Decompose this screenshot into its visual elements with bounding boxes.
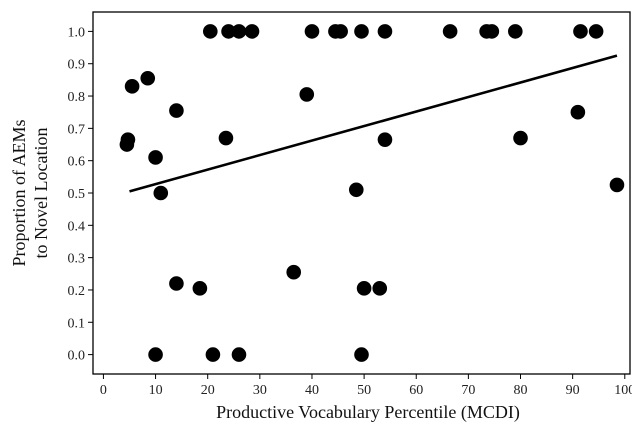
- x-tick-label: 50: [357, 383, 371, 398]
- data-point-25: [354, 347, 369, 362]
- data-point-30: [442, 24, 458, 39]
- data-point-28: [377, 24, 393, 39]
- data-point-15: [231, 24, 247, 39]
- data-point-12: [205, 347, 221, 362]
- y-axis-title-group: Proportion of AEMs to Novel Location: [9, 119, 51, 266]
- y-tick-label: 0.2: [68, 284, 86, 299]
- y-tick-label: 1.0: [68, 25, 86, 40]
- x-tick-label: 70: [461, 383, 475, 398]
- x-tick-label: 90: [566, 383, 580, 398]
- data-point-9: [169, 276, 184, 291]
- y-tick-label: 0.3: [68, 252, 86, 267]
- data-point-33: [508, 24, 523, 39]
- data-point-35: [570, 104, 586, 120]
- data-point-26: [356, 281, 372, 296]
- data-point-14: [221, 24, 236, 39]
- data-point-34: [513, 130, 528, 146]
- y-tick-label: 0.1: [68, 316, 86, 331]
- plot-layer: [119, 24, 625, 362]
- data-point-10: [192, 281, 208, 296]
- data-point-18: [286, 264, 302, 280]
- data-point-17: [244, 24, 260, 39]
- x-tick-label: 40: [305, 383, 319, 398]
- data-point-32: [484, 24, 500, 39]
- y-tick-label: 0.0: [68, 349, 86, 364]
- y-tick-label: 0.9: [68, 58, 86, 73]
- x-tick-label: 10: [149, 383, 163, 398]
- data-point-11: [203, 24, 218, 39]
- x-tick-label: 100: [614, 383, 632, 398]
- y-axis-title-line-2: to Novel Location: [31, 128, 51, 259]
- x-tick-label: 20: [201, 383, 215, 398]
- axes-layer: 0 10 20 30 40 50 60 70 80 90 100 0.0 0.1 0.2 0.3 0.4 0.5…: [68, 11, 632, 398]
- data-point-38: [609, 177, 625, 193]
- data-point-7: [153, 185, 169, 201]
- x-tick-label: 0: [100, 383, 107, 398]
- y-tick-label: 0.6: [68, 155, 86, 170]
- data-point-4: [140, 70, 156, 86]
- y-axis-title-line-1: Proportion of AEMs: [9, 119, 29, 266]
- data-point-8: [169, 103, 184, 118]
- data-point-22: [333, 24, 348, 39]
- y-tick-label: 0.5: [68, 187, 86, 202]
- y-tick-label: 0.7: [68, 122, 86, 137]
- data-point-3: [124, 79, 140, 94]
- y-tick-label: 0.4: [68, 219, 86, 234]
- data-point-24: [354, 24, 369, 39]
- y-tick-label: 0.8: [68, 90, 86, 105]
- data-point-6: [148, 347, 163, 362]
- data-point-16: [231, 347, 247, 362]
- data-point-2: [120, 132, 136, 147]
- data-point-36: [573, 24, 588, 39]
- regression-line: [129, 54, 618, 193]
- data-point-5: [148, 150, 163, 165]
- data-point-37: [588, 24, 604, 39]
- data-point-13: [218, 130, 234, 146]
- data-point-23: [348, 182, 364, 198]
- x-tick-label: 30: [253, 383, 267, 398]
- data-point-20: [304, 24, 320, 39]
- data-point-19: [299, 87, 315, 102]
- x-axis-title: Productive Vocabulary Percentile (MCDI): [216, 402, 520, 423]
- data-point-29: [377, 132, 393, 147]
- data-point-27: [372, 281, 388, 296]
- x-tick-label: 60: [409, 383, 423, 398]
- x-tick-label: 80: [514, 383, 528, 398]
